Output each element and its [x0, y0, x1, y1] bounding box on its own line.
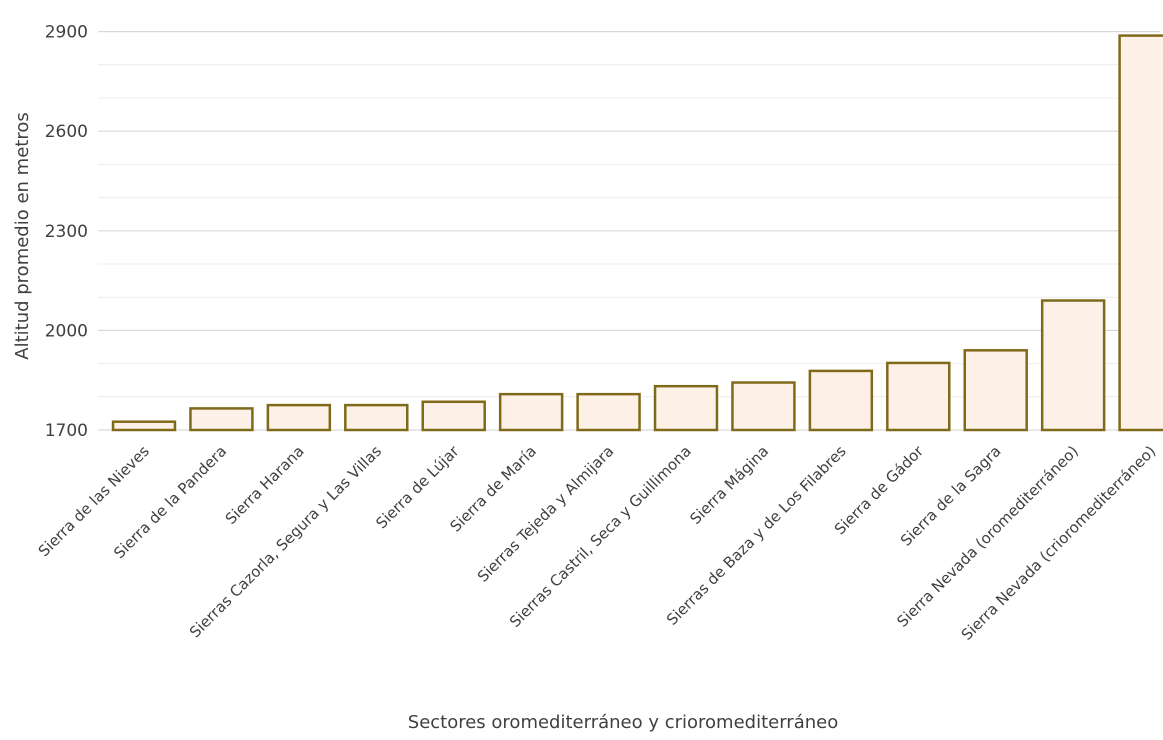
bar: [653, 384, 719, 432]
bar: [731, 381, 796, 432]
category-label: Sierra Harana: [222, 442, 308, 528]
y-tick-label: 2600: [45, 122, 88, 142]
y-tick-label: 1700: [45, 421, 88, 441]
category-label: Sierras Tejeda y Almijara: [474, 442, 618, 586]
bar: [886, 361, 951, 432]
bar: [1040, 299, 1106, 432]
x-axis-title: Sectores oromediterráneo y crioromediter…: [408, 712, 838, 733]
bar: [189, 407, 254, 432]
bar: [344, 403, 409, 432]
bar: [266, 403, 332, 432]
bar: [111, 420, 177, 432]
bar: [576, 392, 641, 432]
y-tick-label: 2900: [45, 23, 88, 43]
category-label: Sierra Mágina: [686, 442, 772, 528]
y-tick-labels: 1700 2000 2300 2600 2900: [45, 23, 88, 441]
bar: [421, 400, 486, 432]
gridlines: [98, 31, 1160, 431]
bar: [498, 392, 564, 432]
bar: [808, 369, 874, 432]
y-tick-label: 2000: [45, 321, 88, 341]
bar: [1118, 34, 1163, 432]
bars: [111, 34, 1163, 432]
y-axis-title: Altitud promedio en metros: [12, 112, 33, 359]
y-tick-label: 2300: [45, 222, 88, 242]
bar: [963, 349, 1028, 432]
